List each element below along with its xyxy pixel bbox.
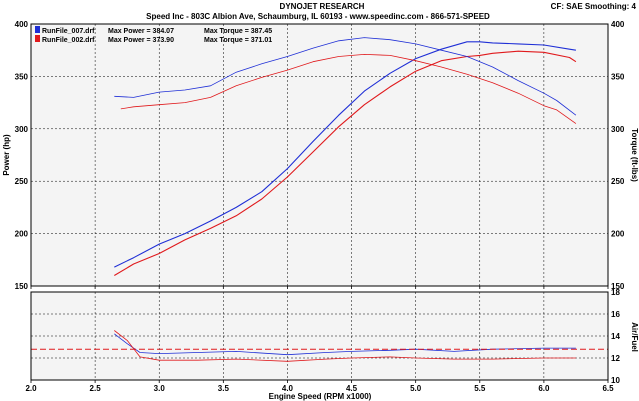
power-line <box>114 50 577 276</box>
y-tick-label-right: 18 <box>611 288 620 297</box>
y-tick-label-left: 250 <box>15 177 29 186</box>
x-tick-label: 4.5 <box>346 384 358 393</box>
legend-swatch-run2 <box>35 35 40 42</box>
y-tick-label-right: 10 <box>611 376 620 385</box>
y-tick-label-right: 300 <box>611 125 625 134</box>
air-fuel-panel: 2.0 2.5 3.0 3.5 4.0 4.5 5.0 5.5 6.0 6.510 12 14 16 18 <box>25 288 620 393</box>
y-tick-label-left: 150 <box>15 282 29 291</box>
y-tick-label-right: 400 <box>611 20 625 29</box>
power-line <box>114 41 576 268</box>
x-tick-label: 6.0 <box>538 384 550 393</box>
chart-subtitle: Speed Inc - 803C Albion Ave, Schaumburg,… <box>146 12 490 21</box>
legend-run2-file: RunFile_002.drf <box>42 37 95 44</box>
y-tick-label-right: 350 <box>611 72 625 81</box>
plot-border <box>30 291 609 381</box>
chart-title: DYNOJET RESEARCH <box>280 2 365 11</box>
x-tick-label: 2.0 <box>25 384 37 393</box>
plot-background <box>31 24 608 286</box>
y-tick-label-right: 14 <box>611 332 620 341</box>
power-torque-panel: 150 150 200 200 250 250 300 300 350 350 400 400 <box>15 20 625 291</box>
plot-border <box>30 23 609 287</box>
x-tick-label: 3.0 <box>154 384 166 393</box>
chart-corner-info: CF: SAE Smoothing: 4 <box>551 2 637 11</box>
x-tick-label: 5.0 <box>410 384 422 393</box>
y-tick-label-left: 350 <box>15 72 29 81</box>
x-tick-label: 5.5 <box>474 384 486 393</box>
x-axis-label: Engine Speed (RPM x1000) <box>269 392 372 401</box>
legend-run2-max-power: Max Power = 373.90 <box>108 37 174 44</box>
torque-line <box>114 37 577 116</box>
x-tick-label: 6.5 <box>602 384 614 393</box>
legend-run2-max-torque: Max Torque = 371.01 <box>204 37 272 44</box>
y-tick-label-right: 150 <box>611 282 625 291</box>
y-tick-label-right: 200 <box>611 230 625 239</box>
legend-run1-max-power: Max Power = 384.07 <box>108 28 174 35</box>
legend-swatch-run1 <box>35 26 40 33</box>
x-tick-label: 3.5 <box>218 384 230 393</box>
y-tick-label-left: 400 <box>15 20 29 29</box>
power-axis-label: Power (hp) <box>2 134 11 176</box>
air-fuel-line <box>114 333 576 356</box>
air-fuel-line <box>114 330 576 362</box>
torque-axis-label: Torque (ft-lbs) <box>630 128 639 182</box>
legend-run1-file: RunFile_007.drf <box>42 28 95 35</box>
y-tick-label-left: 300 <box>15 125 29 134</box>
x-tick-label: 2.5 <box>90 384 102 393</box>
y-tick-label-left: 200 <box>15 230 29 239</box>
y-tick-label-right: 12 <box>611 354 620 363</box>
y-tick-label-right: 16 <box>611 310 620 319</box>
x-tick-label: 4.0 <box>282 384 294 393</box>
legend-run1-max-torque: Max Torque = 387.45 <box>204 28 272 35</box>
y-tick-label-right: 250 <box>611 177 625 186</box>
torque-line <box>120 54 577 124</box>
airfuel-axis-label: Air/Fuel <box>630 322 639 352</box>
